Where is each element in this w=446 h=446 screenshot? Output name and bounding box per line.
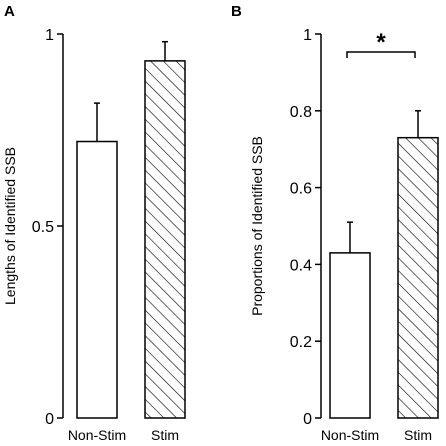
panel-b-y-tick-label: 0.2 [290, 334, 312, 351]
panel-b-significance: * [346, 29, 416, 58]
panel-b-letter: B [231, 3, 242, 20]
panel-a-y-tick-label: 1 [45, 27, 54, 44]
panel-a-bar-non-stim [76, 140, 118, 419]
panel-b-y-tick-label: 0 [303, 411, 312, 428]
panel-b-bar-non-stim [329, 252, 371, 419]
panel-a-y-tick-label: 0 [45, 411, 54, 428]
panel-b-sig-star: * [376, 29, 386, 56]
panel-a-bar-stim [144, 60, 186, 419]
panel-a-axes: 00.51 [32, 27, 64, 428]
panel-a-bars: Non-Stim Stim [68, 40, 186, 443]
panel-b-y-tick-label: 0.4 [290, 257, 312, 274]
panel-a-category-label: Non-Stim [68, 427, 126, 443]
panel-a-letter: A [4, 3, 15, 20]
panel-b-category-label: Stim [404, 427, 432, 443]
panel-b-y-tick-label: 0.8 [290, 104, 312, 121]
panel-b-y-tick-label: 1 [303, 27, 312, 44]
panel-b-sig-bracket [346, 51, 416, 58]
panel-a-category-label: Stim [151, 427, 179, 443]
panel-b-bars: Non-Stim Stim [321, 110, 439, 443]
panel-b-ylabel: Proportions of Identified SSB [249, 136, 265, 316]
panel-b-bar-stim [397, 136, 439, 419]
panel-b-category-label: Non-Stim [321, 427, 379, 443]
panel-b-y-tick-label: 0.6 [290, 181, 312, 198]
panel-b-axes: 0 0.2 0.4 0.6 0.8 1 [290, 27, 322, 428]
panel-a: A Lengths of Identified SSB 00.51 Non-St… [2, 3, 186, 443]
panel-a-ylabel: Lengths of Identified SSB [2, 147, 18, 305]
panel-b: B Proportions of Identified SSB 00.20.40… [231, 3, 439, 443]
panel-a-y-tick-label: 0.5 [32, 219, 54, 236]
